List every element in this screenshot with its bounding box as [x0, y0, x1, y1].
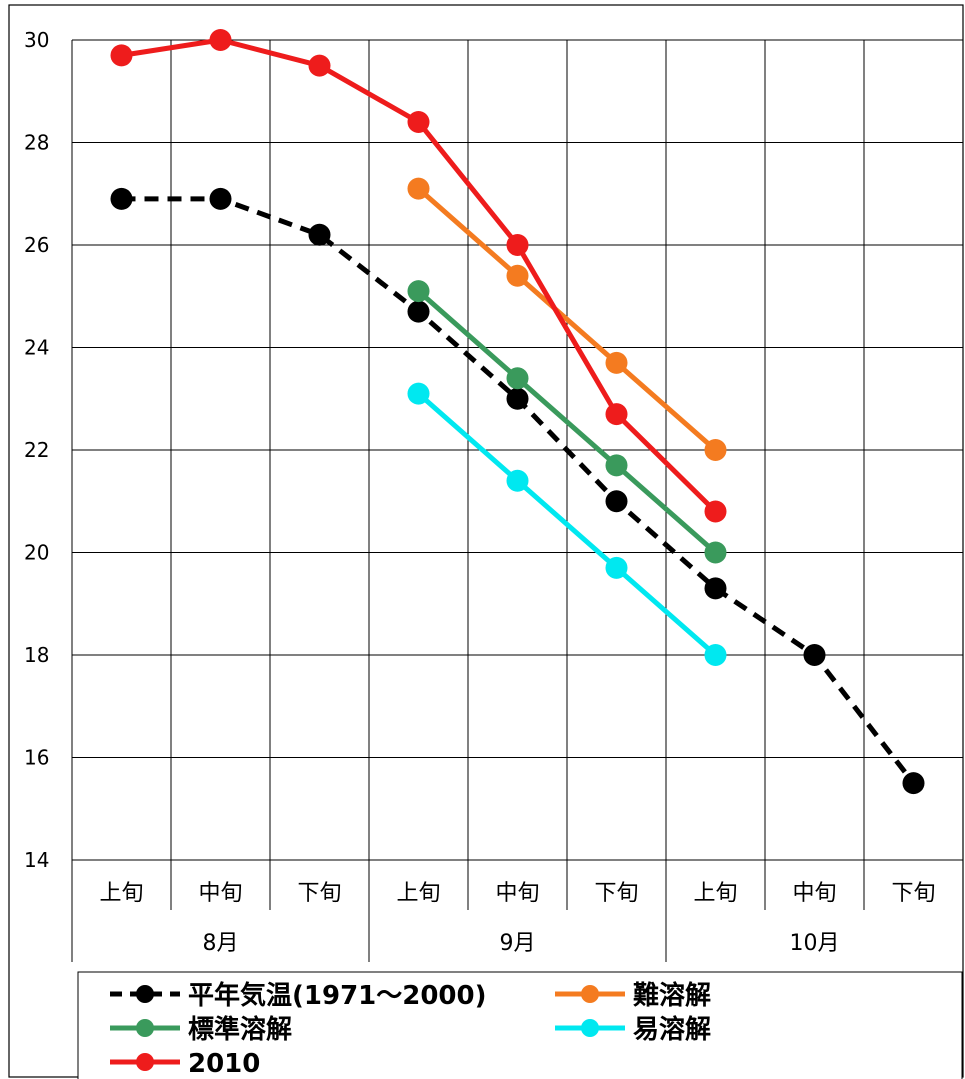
data-point: [704, 577, 727, 600]
data-point: [308, 54, 331, 77]
data-point: [605, 454, 628, 477]
y-tick-label: 22: [24, 438, 49, 462]
data-point: [110, 187, 133, 210]
data-point: [209, 29, 232, 51]
data-point: [803, 644, 826, 666]
x-category-label: 下旬: [594, 881, 638, 906]
data-point: [605, 490, 628, 513]
x-category-label: 中旬: [198, 881, 242, 906]
legend-swatch-marker: [136, 985, 154, 1003]
x-category-label: 中旬: [495, 881, 539, 906]
data-point: [407, 111, 430, 133]
series-line: [416, 186, 718, 452]
series-line: [416, 289, 718, 555]
data-point: [902, 772, 925, 795]
legend-label: 易溶解: [633, 1014, 711, 1045]
x-category-label: 中旬: [792, 881, 836, 906]
data-point: [506, 264, 529, 287]
y-tick-label: 18: [24, 643, 49, 667]
month-label: 8月: [203, 931, 239, 956]
data-point: [209, 187, 232, 210]
series-line: [416, 391, 718, 657]
y-tick-label: 16: [24, 746, 49, 770]
data-point: [110, 44, 133, 67]
y-tick-label: 30: [24, 28, 49, 52]
series-lines: [110, 29, 925, 795]
data-point: [605, 403, 628, 426]
data-point: [407, 300, 430, 323]
legend-label: 難溶解: [633, 980, 711, 1011]
series-2: [407, 280, 727, 564]
grid: [8, 4, 964, 1078]
y-tick-label: 14: [24, 848, 49, 872]
y-tick-label: 28: [24, 131, 49, 155]
series-line: [121, 37, 718, 514]
data-point: [704, 644, 727, 666]
data-point: [605, 351, 628, 374]
x-category-label: 上旬: [396, 881, 440, 906]
x-axis-categories: 上旬 中旬 下旬 上旬 中旬 下旬 上旬 中旬 下旬: [99, 881, 935, 906]
y-tick-label: 26: [24, 233, 49, 257]
series-4: [110, 29, 727, 523]
series-0: [110, 187, 925, 795]
data-point: [506, 367, 529, 390]
legend-label: 平年気温(1971～2000): [188, 980, 487, 1011]
data-point: [506, 234, 529, 256]
month-label: 10月: [790, 931, 840, 956]
legend-swatch-marker: [581, 985, 599, 1003]
x-category-label: 下旬: [891, 881, 935, 906]
legend-box: [77, 971, 963, 1079]
x-category-label: 上旬: [693, 881, 737, 906]
series-1: [407, 177, 727, 461]
data-point: [704, 439, 727, 461]
data-point: [407, 382, 430, 405]
y-tick-label: 24: [24, 336, 49, 360]
x-category-label: 上旬: [99, 881, 143, 906]
data-point: [407, 177, 430, 200]
legend-swatch-marker: [136, 1019, 154, 1037]
y-tick-label: 20: [24, 541, 49, 565]
x-axis-months: 8月 9月 10月: [71, 910, 964, 962]
series-3: [407, 382, 727, 666]
legend-swatch-marker: [136, 1053, 154, 1071]
y-axis-ticks: 14 16 18 20 22 24 26 28 30: [24, 28, 49, 872]
data-point: [407, 280, 430, 303]
data-point: [704, 541, 727, 564]
data-point: [704, 500, 727, 523]
x-category-label: 下旬: [297, 881, 341, 906]
data-point: [308, 223, 331, 246]
data-point: [506, 469, 529, 492]
legend-label: 標準溶解: [188, 1014, 292, 1045]
legend-label: 2010: [188, 1049, 260, 1079]
month-label: 9月: [500, 931, 536, 956]
chart-border: [8, 4, 964, 1078]
data-point: [506, 387, 529, 410]
legend-swatch-marker: [581, 1019, 599, 1037]
data-point: [605, 556, 628, 579]
